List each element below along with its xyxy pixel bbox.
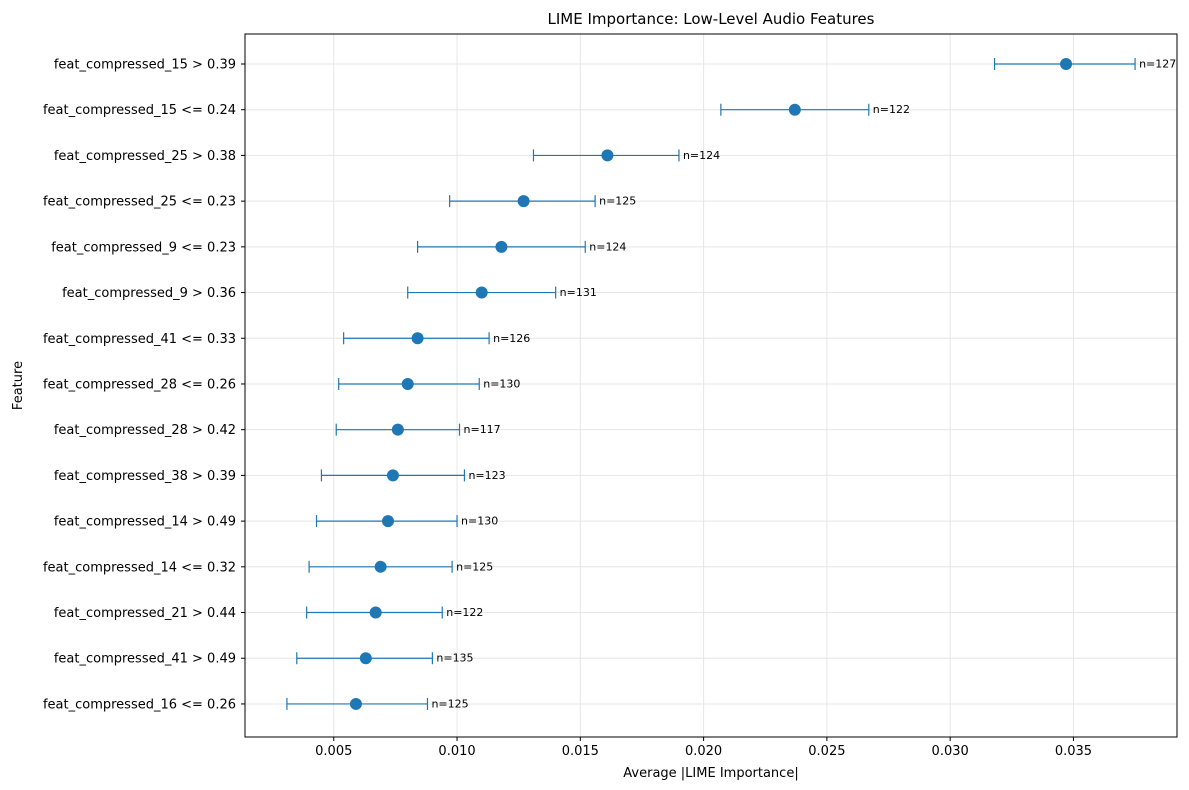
x-tick-label: 0.020	[685, 744, 722, 759]
x-tick-label: 0.035	[1055, 744, 1092, 759]
axes: 0.005 0.010 0.015 0.020 0.025 0.030 0.035 feat_…	[43, 58, 1092, 760]
x-axis-label: Average |LIME Importance|	[623, 766, 798, 781]
n-label: n=122	[873, 103, 910, 116]
mean-point	[495, 240, 508, 253]
y-tick-label: feat_compressed_41 <= 0.33	[43, 332, 236, 347]
y-tick-label: feat_compressed_25 > 0.38	[54, 149, 236, 164]
y-tick-label: feat_compressed_28 <= 0.26	[43, 377, 236, 392]
n-label: n=131	[560, 286, 597, 299]
x-tick-label: 0.025	[808, 744, 845, 759]
mean-point	[411, 332, 424, 345]
mean-point	[382, 515, 395, 528]
y-tick-label: feat_compressed_14 <= 0.32	[43, 560, 236, 575]
n-label: n=126	[493, 332, 530, 345]
mean-point	[475, 286, 488, 299]
n-label: n=123	[468, 469, 505, 482]
y-tick-label: feat_compressed_38 > 0.39	[54, 469, 236, 484]
y-tick-label: feat_compressed_15 > 0.39	[54, 58, 236, 73]
y-tick-label: feat_compressed_14 > 0.49	[54, 515, 236, 530]
y-tick-label: feat_compressed_21 > 0.44	[54, 606, 236, 621]
x-tick-label: 0.010	[438, 744, 475, 759]
n-label: n=130	[461, 515, 498, 528]
mean-point	[1060, 58, 1073, 70]
x-tick-label: 0.015	[562, 744, 599, 759]
n-label: n=125	[456, 560, 493, 573]
n-label: n=135	[436, 652, 473, 665]
x-tick-label: 0.030	[932, 744, 969, 759]
y-tick-label: feat_compressed_15 <= 0.24	[43, 103, 236, 118]
mean-point	[788, 103, 801, 116]
y-tick-label: feat_compressed_9 > 0.36	[62, 286, 236, 301]
mean-point	[349, 697, 362, 710]
n-label: n=125	[599, 195, 636, 208]
chart-title: LIME Importance: Low-Level Audio Feature…	[548, 10, 875, 28]
mean-point	[601, 149, 614, 162]
y-tick-label: feat_compressed_25 <= 0.23	[43, 195, 236, 210]
n-label: n=124	[589, 240, 626, 253]
grid	[245, 34, 1177, 737]
x-tick-label: 0.005	[315, 744, 352, 759]
n-label: n=130	[483, 377, 520, 390]
mean-point	[359, 652, 372, 665]
mean-point	[517, 195, 530, 208]
n-label: n=125	[431, 697, 468, 710]
y-tick-label: feat_compressed_16 <= 0.26	[43, 697, 236, 712]
n-label: n=117	[464, 423, 501, 436]
mean-point	[391, 423, 404, 436]
y-axis-label: Feature	[11, 361, 26, 410]
data-points: n=127 n=122 n=124 n=125 n=124 n=131 n=126 n=130…	[286, 58, 1176, 710]
y-tick-label: feat_compressed_41 > 0.49	[54, 652, 236, 667]
mean-point	[386, 469, 399, 482]
plot-frame	[244, 33, 1178, 738]
mean-point	[401, 377, 414, 390]
mean-point	[374, 560, 387, 573]
n-label: n=127	[1139, 58, 1176, 71]
mean-point	[369, 606, 382, 619]
n-label: n=122	[446, 606, 483, 619]
y-tick-label: feat_compressed_9 <= 0.23	[51, 240, 236, 255]
n-label: n=124	[683, 149, 720, 162]
y-tick-label: feat_compressed_28 > 0.42	[54, 423, 236, 438]
